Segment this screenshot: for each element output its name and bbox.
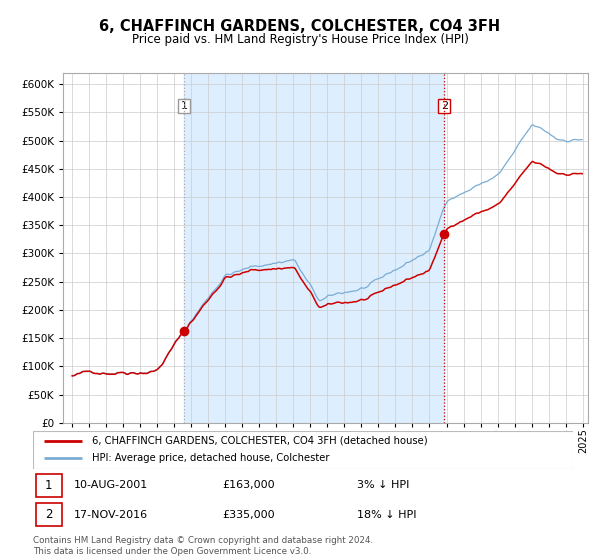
Bar [184,73,445,423]
Text: This data is licensed under the Open Government Licence v3.0.: This data is licensed under the Open Gov… [33,547,311,556]
Text: 3% ↓ HPI: 3% ↓ HPI [357,480,409,490]
Text: 10-AUG-2001: 10-AUG-2001 [74,480,148,490]
Text: 1: 1 [45,479,52,492]
Text: Price paid vs. HM Land Registry's House Price Index (HPI): Price paid vs. HM Land Registry's House … [131,32,469,46]
Text: £163,000: £163,000 [222,480,275,490]
Bar [36,474,62,497]
Text: Contains HM Land Registry data © Crown copyright and database right 2024.: Contains HM Land Registry data © Crown c… [33,536,373,545]
Text: 17-NOV-2016: 17-NOV-2016 [74,510,148,520]
Text: HPI: Average price, detached house, Colchester: HPI: Average price, detached house, Colc… [92,454,330,464]
Text: £335,000: £335,000 [222,510,275,520]
Text: 6, CHAFFINCH GARDENS, COLCHESTER, CO4 3FH (detached house): 6, CHAFFINCH GARDENS, COLCHESTER, CO4 3F… [92,436,428,446]
Text: 2: 2 [45,508,52,521]
Text: 6, CHAFFINCH GARDENS, COLCHESTER, CO4 3FH: 6, CHAFFINCH GARDENS, COLCHESTER, CO4 3F… [100,19,500,34]
Text: 2: 2 [441,101,448,111]
Text: 1: 1 [181,101,188,111]
Text: 18% ↓ HPI: 18% ↓ HPI [357,510,416,520]
Bar [36,503,62,526]
